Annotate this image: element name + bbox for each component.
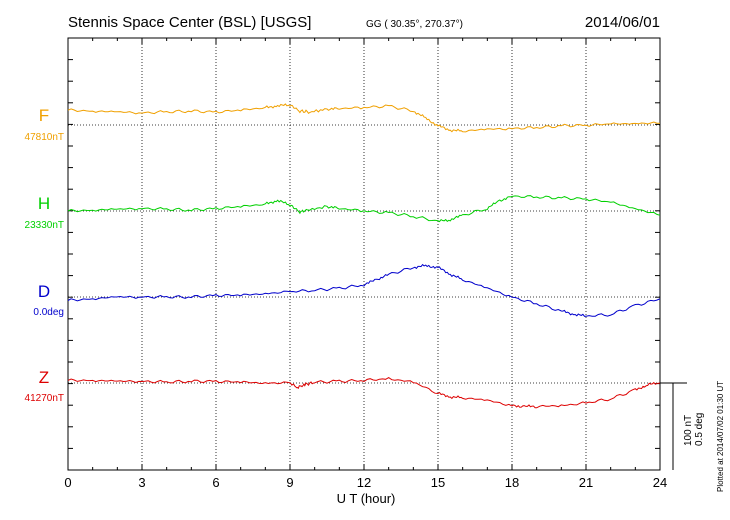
x-tick-label: 12 [357, 475, 371, 490]
data-series [67, 103, 661, 409]
x-tick-label: 0 [64, 475, 71, 490]
series-name-D: D [38, 282, 50, 301]
series-baseline-Z: 41270nT [25, 393, 64, 404]
plotted-timestamp: Plotted at 2014/07/02 01:30 UT [716, 381, 725, 492]
series-baseline-H: 23330nT [25, 220, 64, 231]
series-labels: F 47810nT H 23330nT D 0.0deg Z 41270nT [25, 106, 64, 404]
axis-ticks [67, 38, 661, 470]
series-name-H: H [38, 194, 50, 213]
scale-nt-label: 100 nT [683, 415, 694, 446]
scale-deg-label: 0.5 deg [694, 413, 705, 446]
scale-bar: 100 nT 0.5 deg [660, 382, 705, 470]
series-line-F [67, 103, 661, 133]
series-line-D [67, 263, 661, 317]
x-tick-label: 18 [505, 475, 519, 490]
date-label: 2014/06/01 [585, 14, 660, 31]
series-baseline-F: 47810nT [25, 132, 64, 143]
coordinates-label: GG ( 30.35°, 270.37°) [366, 19, 463, 30]
x-tick-label: 24 [653, 475, 667, 490]
x-tick-labels: 0 3 6 9 12 15 18 21 24 [64, 475, 667, 490]
x-tick-label: 21 [579, 475, 593, 490]
station-title: Stennis Space Center (BSL) [USGS] [68, 14, 311, 31]
series-name-F: F [39, 106, 49, 125]
series-line-H [67, 195, 661, 223]
series-line-Z [67, 377, 661, 409]
x-tick-label: 9 [286, 475, 293, 490]
grid-lines [141, 38, 587, 470]
x-tick-label: 3 [138, 475, 145, 490]
x-tick-label: 6 [212, 475, 219, 490]
x-axis-label: U T (hour) [337, 491, 396, 506]
series-baseline-D: 0.0deg [33, 307, 64, 318]
series-name-Z: Z [39, 368, 49, 387]
x-tick-label: 15 [431, 475, 445, 490]
